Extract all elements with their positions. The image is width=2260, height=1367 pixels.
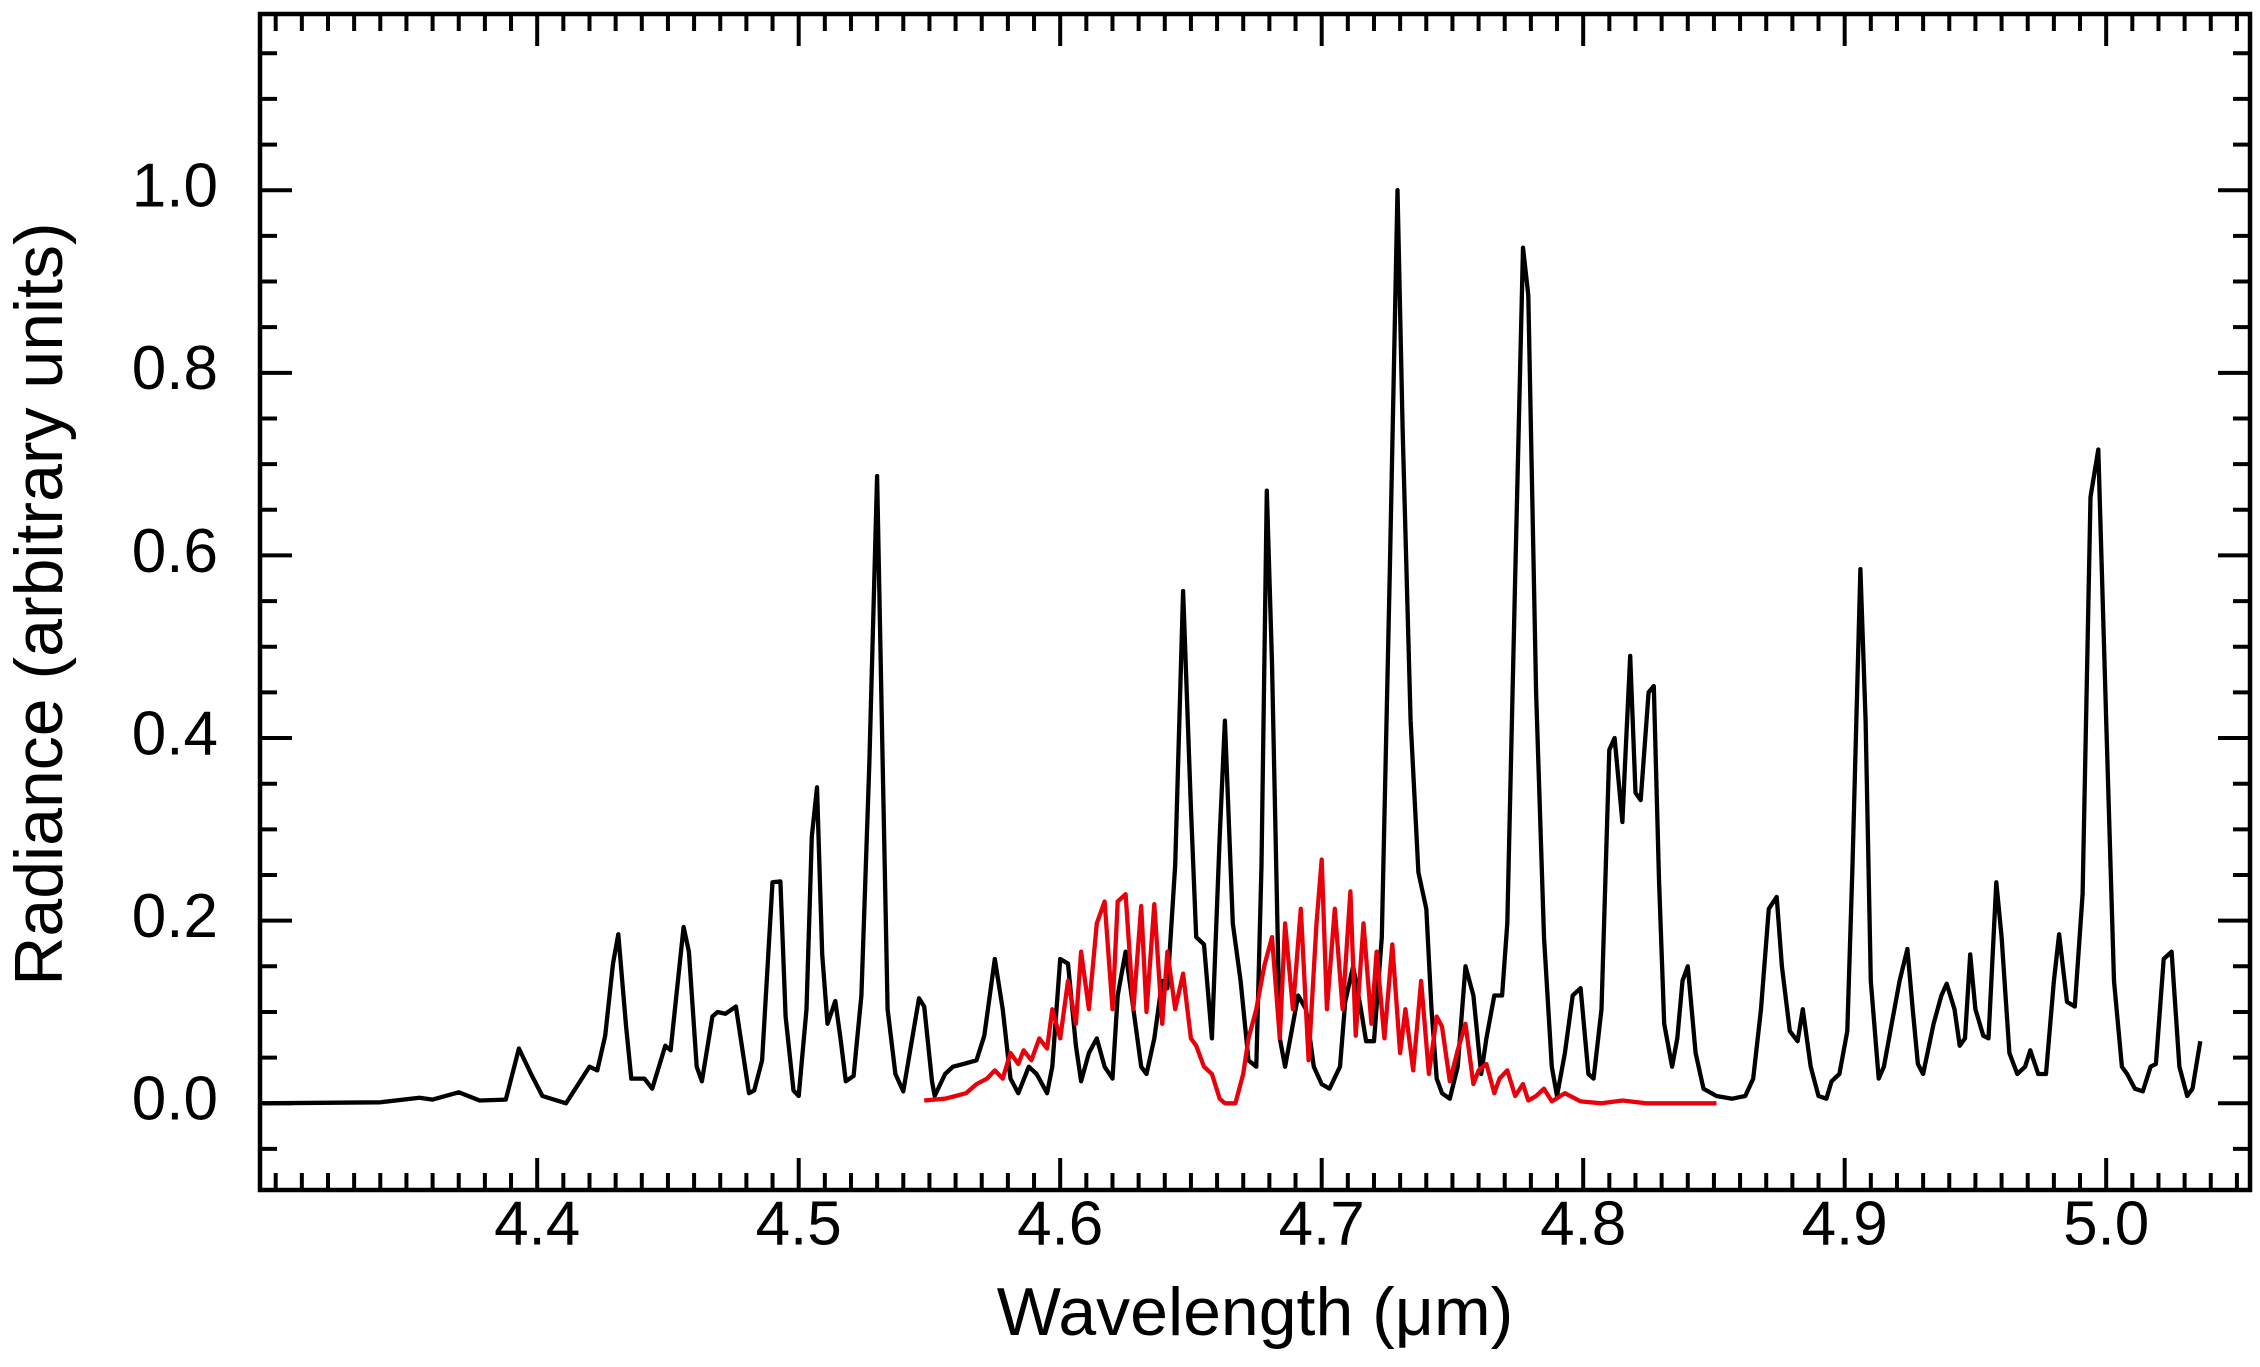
y-tick-label: 0.6 — [132, 517, 218, 586]
spectrum-line — [924, 857, 1717, 1106]
x-axis-label: Wavelength (μm) — [997, 1274, 1514, 1350]
y-tick-label: 0.8 — [132, 334, 218, 403]
x-tick-label: 4.6 — [1017, 1189, 1103, 1258]
x-tick-label: 4.7 — [1279, 1189, 1365, 1258]
x-tick-label: 5.0 — [2063, 1189, 2149, 1258]
spectrum-line — [262, 188, 2203, 1106]
x-tick-label: 4.8 — [1540, 1189, 1626, 1258]
y-tick-label: 0.0 — [132, 1065, 218, 1134]
x-tick-label: 4.9 — [1802, 1189, 1888, 1258]
x-tick-label: 4.4 — [494, 1189, 580, 1258]
y-tick-label: 0.4 — [132, 699, 218, 768]
y-axis-label: Radiance (arbitrary units) — [1, 222, 77, 985]
plot-frame — [257, 11, 2253, 1193]
x-tick-label: 4.5 — [756, 1189, 842, 1258]
y-tick-label: 0.2 — [132, 882, 218, 951]
y-tick-label: 1.0 — [132, 152, 218, 221]
